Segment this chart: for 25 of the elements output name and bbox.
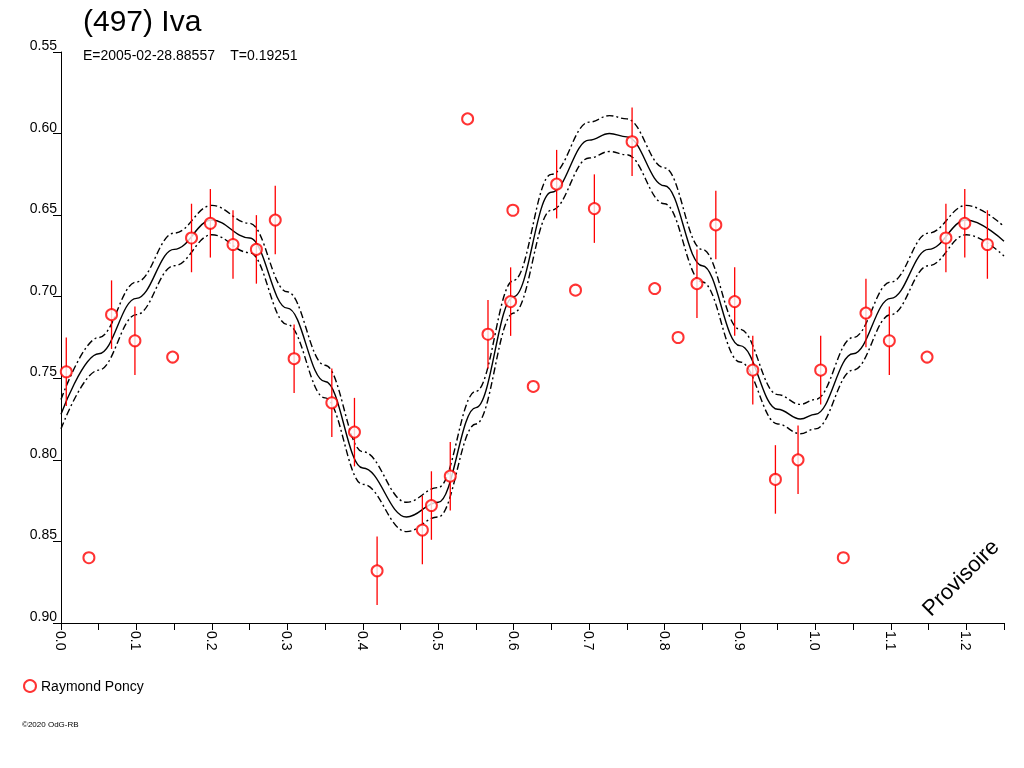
x-tick-label: 0.5 xyxy=(430,631,447,651)
y-tick-label: 0.75 xyxy=(29,363,58,380)
y-tick-label: 0.80 xyxy=(29,444,58,461)
y-tick-label: 0.60 xyxy=(29,118,58,135)
x-tick-label: 0.1 xyxy=(128,631,145,651)
x-tick-label: 1.2 xyxy=(958,631,975,651)
x-tick-label: 0.2 xyxy=(203,631,220,651)
y-tick-label: 0.85 xyxy=(29,526,58,543)
y-tick-label: 0.70 xyxy=(29,281,58,298)
x-tick-label: 1.1 xyxy=(882,631,899,651)
text: ©2020 OdG-RB xyxy=(22,719,79,729)
y-tick-label: 0.90 xyxy=(29,608,58,624)
x-tick-label: 0.9 xyxy=(731,631,748,651)
x-tick-label: 0.7 xyxy=(581,631,598,651)
x-tick-label: 0.0 xyxy=(53,631,69,651)
x-tick-label: 0.4 xyxy=(354,631,371,651)
y-tick-label: 0.65 xyxy=(29,200,58,217)
legend-label: Raymond Poncy xyxy=(41,678,144,694)
x-tick-label: 1.0 xyxy=(807,631,824,651)
chart-title: (497) Iva xyxy=(83,3,202,37)
x-tick-label: 0.6 xyxy=(505,631,522,651)
x-tick-label: 0.8 xyxy=(656,631,673,651)
y-tick-label: 0.55 xyxy=(29,37,58,53)
x-tick-label: 0.3 xyxy=(279,631,296,651)
chart-subtitle: E=2005-02-28.88557 T=0.19251 xyxy=(83,47,298,63)
